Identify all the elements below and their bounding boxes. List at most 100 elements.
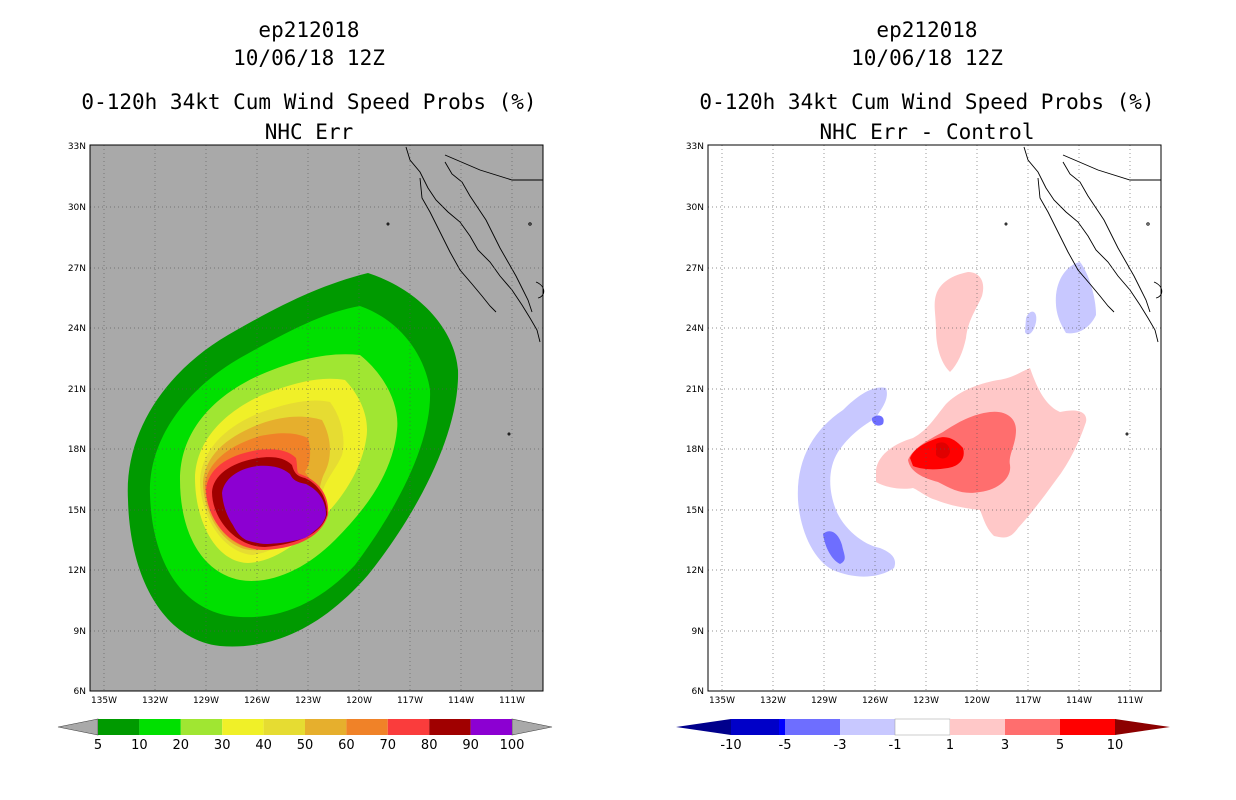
left-colorbar-swatch-8 xyxy=(429,719,471,735)
right-colorbar-label-5: 3 xyxy=(1001,738,1009,753)
right-lat-33n: 33N xyxy=(686,142,704,152)
right-title: 0-120h 34kt Cum Wind Speed Probs (%) xyxy=(699,90,1155,114)
left-colorbar-low-arrow xyxy=(57,718,99,736)
right-colorbar-label-0: -10 xyxy=(720,738,741,753)
right-coastline xyxy=(1004,146,1163,436)
right-lat-9n: 9N xyxy=(692,627,704,637)
right-lat-ticks: 33N 30N 27N 24N 21N 18N 15N 12N 9N 6N xyxy=(686,142,704,697)
pos-north-light xyxy=(934,272,984,372)
left-lon-ticks: 135W 132W 129W 126W 123W 120W 117W 114W … xyxy=(91,696,525,706)
left-colorbar-label-5: 50 xyxy=(297,738,314,753)
right-lat-15n: 15N xyxy=(686,506,704,516)
left-lat-15n: 15N xyxy=(68,506,86,516)
right-lon-132w: 132W xyxy=(760,696,786,706)
right-colorbar: -10 -5 -3 -1 1 3 5 10 xyxy=(676,718,1170,753)
left-gridlines xyxy=(90,145,543,691)
left-colorbar-high-arrow xyxy=(511,718,553,736)
left-title: 0-120h 34kt Cum Wind Speed Probs (%) xyxy=(81,90,537,114)
left-colorbar-swatch-0 xyxy=(98,719,140,735)
left-colorbar-label-9: 90 xyxy=(462,738,479,753)
left-lat-27n: 27N xyxy=(68,264,86,274)
right-lon-126w: 126W xyxy=(862,696,888,706)
left-storm-id: ep212018 xyxy=(258,18,360,42)
right-lon-114w: 114W xyxy=(1066,696,1092,706)
left-coastline xyxy=(386,146,545,436)
neg-arc-mid xyxy=(823,531,845,564)
left-lat-21n: 21N xyxy=(68,385,86,395)
left-colorbar-label-10: 100 xyxy=(500,738,525,753)
left-lon-123w: 123W xyxy=(295,696,321,706)
left-lon-132w: 132W xyxy=(142,696,168,706)
left-colorbar-swatch-5 xyxy=(305,719,347,735)
left-colorbar-label-8: 80 xyxy=(421,738,438,753)
left-lat-30n: 30N xyxy=(68,203,86,213)
left-colorbar-label-0: 5 xyxy=(94,738,102,753)
left-colorbar-swatch-1 xyxy=(139,719,181,735)
right-lon-120w: 120W xyxy=(964,696,990,706)
left-lon-120w: 120W xyxy=(346,696,372,706)
left-colorbar-swatch-6 xyxy=(346,719,388,735)
right-colorbar-label-4: 1 xyxy=(946,738,954,753)
left-lon-114w: 114W xyxy=(448,696,474,706)
right-colorbar-label-6: 5 xyxy=(1056,738,1064,753)
right-map-panel: ep212018 10/06/18 12Z 0-120h 34kt Cum Wi… xyxy=(618,0,1236,800)
left-map-panel: ep212018 10/06/18 12Z 0-120h 34kt Cum Wi… xyxy=(57,18,553,753)
left-subtitle: NHC Err xyxy=(264,120,354,144)
right-subtitle: NHC Err - Control xyxy=(819,120,1035,144)
left-lat-18n: 18N xyxy=(68,445,86,455)
left-colorbar-swatch-7 xyxy=(387,719,430,735)
left-lon-129w: 129W xyxy=(193,696,219,706)
right-datetime: 10/06/18 12Z xyxy=(851,46,1003,70)
right-colorbar-label-2: -3 xyxy=(834,738,847,753)
left-lat-33n: 33N xyxy=(68,142,86,152)
left-colorbar-label-7: 70 xyxy=(380,738,397,753)
pos-center-core xyxy=(936,442,950,459)
neg-arc-light xyxy=(797,387,896,577)
left-lon-117w: 117W xyxy=(397,696,423,706)
left-lat-ticks: 33N 30N 27N 24N 21N 18N 15N 12N 9N 6N xyxy=(68,142,86,697)
left-lat-12n: 12N xyxy=(68,566,86,576)
right-colorbar-swatch-3 xyxy=(840,719,895,735)
right-lon-ticks: 135W 132W 129W 126W 123W 120W 117W 114W … xyxy=(709,696,1143,706)
right-colorbar-label-1: -5 xyxy=(779,738,792,753)
right-lat-18n: 18N xyxy=(686,445,704,455)
right-lat-24n: 24N xyxy=(686,324,704,334)
right-lat-21n: 21N xyxy=(686,385,704,395)
left-lat-24n: 24N xyxy=(68,324,86,334)
right-colorbar-swatch-4 xyxy=(894,718,951,736)
right-map-frame xyxy=(707,144,1162,692)
right-colorbar-swatch-2 xyxy=(785,719,841,735)
right-colorbar-swatch-6 xyxy=(1005,719,1060,735)
right-lon-123w: 123W xyxy=(913,696,939,706)
right-storm-id: ep212018 xyxy=(876,18,978,42)
left-colorbar-swatch-9 xyxy=(470,719,512,735)
left-map-frame xyxy=(89,144,544,692)
right-lat-30n: 30N xyxy=(686,203,704,213)
left-colorbar-swatch-2 xyxy=(180,719,223,735)
right-colorbar-label-3: -1 xyxy=(889,738,902,753)
right-lat-12n: 12N xyxy=(686,566,704,576)
right-colorbar-high-arrow xyxy=(1115,719,1170,735)
left-probability-contours xyxy=(127,273,459,647)
right-gridlines xyxy=(708,145,1161,691)
right-difference-contours xyxy=(797,262,1096,577)
right-lat-27n: 27N xyxy=(686,264,704,274)
left-lon-126w: 126W xyxy=(244,696,270,706)
right-lat-6n: 6N xyxy=(692,687,704,697)
left-colorbar: 5 10 20 30 40 50 60 70 80 90 100 xyxy=(57,718,553,753)
right-lon-135w: 135W xyxy=(709,696,735,706)
right-map-background xyxy=(708,145,1161,691)
neg-small-mid xyxy=(871,415,884,426)
left-lon-135w: 135W xyxy=(91,696,117,706)
left-lat-9n: 9N xyxy=(74,627,86,637)
left-colorbar-swatch-4 xyxy=(263,719,305,735)
right-colorbar-swatch-7 xyxy=(1060,719,1115,735)
left-colorbar-label-2: 20 xyxy=(173,738,190,753)
right-colorbar-swatch-5 xyxy=(950,719,1005,735)
left-map: 33N 30N 27N 24N 21N 18N 15N 12N 9N 6N 13… xyxy=(57,142,553,753)
left-colorbar-label-4: 40 xyxy=(255,738,272,753)
left-colorbar-swatch-3 xyxy=(222,719,264,735)
right-colorbar-label-7: 10 xyxy=(1107,738,1124,753)
right-colorbar-low-arrow xyxy=(676,719,731,735)
left-datetime: 10/06/18 12Z xyxy=(233,46,385,70)
